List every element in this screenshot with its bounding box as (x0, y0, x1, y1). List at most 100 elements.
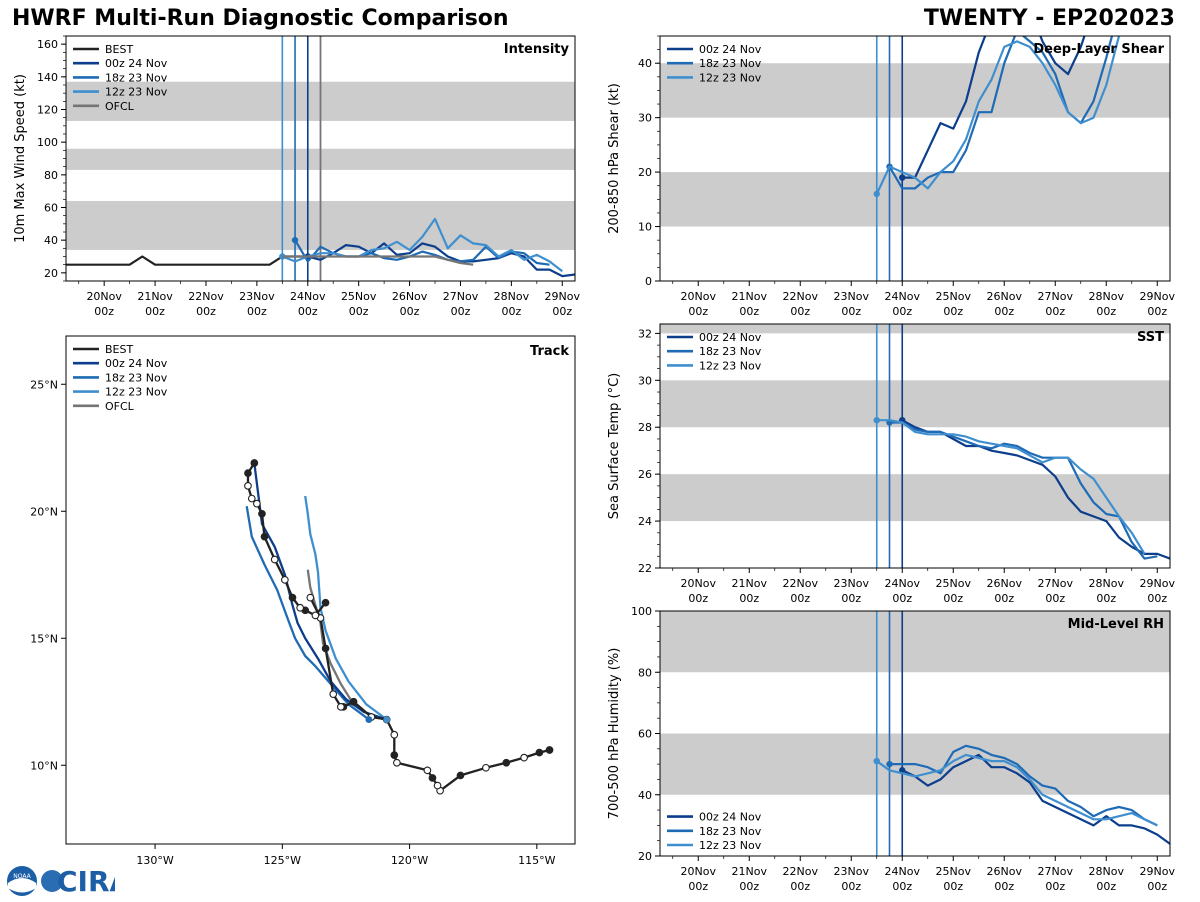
rh-xtick-hour: 00z (1096, 880, 1116, 893)
shear-xtick-hour: 00z (841, 305, 861, 318)
intensity-series-run12z23 (281, 217, 563, 273)
track-xtick-label: 125°W (264, 854, 301, 867)
shear-series-run00z24 (902, 36, 1086, 179)
intensity-panel-title: Intensity (504, 42, 570, 57)
intensity-xtick-hour: 00z (298, 305, 318, 318)
shear-xtick-date: 27Nov (1038, 290, 1074, 303)
sst-panel-title: SST (1137, 330, 1164, 345)
rh-init-marker-run18z23 (886, 760, 893, 768)
intensity-series-run00z24 (307, 242, 575, 278)
track-legend-label: 00z 24 Nov (105, 357, 168, 370)
rh-series-run12z23 (876, 753, 1158, 827)
sst-init-marker-run12z23 (873, 416, 880, 424)
intensity-ytick-label: 120 (37, 104, 58, 117)
track-best-point (390, 730, 399, 739)
shear-xtick-date: 20Nov (681, 290, 717, 303)
track-legend-label: BEST (105, 343, 133, 356)
intensity-ytick-label: 80 (44, 169, 58, 182)
intensity-ytick-label: 40 (44, 234, 58, 247)
panel-shear: 0 10 20 30 40 20Nov 00z 21Nov 00z 22Nov 00z 23Nov 00… (607, 35, 1175, 318)
track-ytick-label: 25°N (30, 378, 58, 391)
track-best-point (337, 702, 345, 711)
panel-track: 130°W 125°W 120°W 115°W 10°N 15°N 20°N 25°N Trac… (30, 335, 576, 867)
sst-band-2 (660, 324, 1170, 334)
track-line-run18z23 (245, 506, 370, 721)
intensity-ytick-label: 20 (44, 267, 58, 280)
shear-band-0 (660, 172, 1170, 227)
intensity-xtick-hour: 00z (501, 305, 521, 318)
intensity-xtick-hour: 00z (94, 305, 114, 318)
intensity-ytick-label: 140 (37, 71, 58, 84)
noaa-logo-text: NOAA (13, 873, 31, 880)
shear-xtick-hour: 00z (688, 305, 708, 318)
sst-ytick-label: 24 (638, 515, 652, 528)
intensity-init-marker-run18z23 (291, 236, 299, 244)
rh-ytick-label: 80 (638, 666, 652, 679)
shear-series-run12z23 (875, 36, 1121, 195)
intensity-xtick-hour: 00z (400, 305, 420, 318)
shear-ytick-label: 30 (638, 112, 652, 125)
sst-xtick-hour: 00z (1096, 592, 1116, 605)
sst-xtick-date: 22Nov (783, 577, 819, 590)
shear-xtick-hour: 00z (1096, 305, 1116, 318)
track-init-marker-run18z23 (365, 716, 373, 723)
intensity-legend-label: 18z 23 Nov (105, 71, 168, 84)
sst-series-run00z24 (901, 419, 1170, 560)
intensity-xtick-date: 26Nov (392, 290, 428, 303)
sst-ytick-label: 22 (638, 562, 652, 575)
sst-xtick-date: 26Nov (987, 577, 1023, 590)
track-best-point (244, 469, 252, 478)
shear-legend-label: 12z 23 Nov (699, 71, 762, 84)
track-best-point (502, 758, 511, 767)
rh-xtick-date: 27Nov (1038, 865, 1074, 878)
track-best-point (321, 598, 330, 607)
shear-xtick-hour: 00z (1045, 305, 1065, 318)
intensity-xtick-date: 24Nov (290, 290, 326, 303)
intensity-ytick-label: 60 (44, 202, 58, 215)
shear-xtick-date: 24Nov (885, 290, 921, 303)
shear-ylabel: 200-850 hPa Shear (kt) (607, 83, 622, 234)
intensity-legend-label: 12z 23 Nov (105, 86, 168, 99)
rh-series-run00z24 (901, 753, 1170, 845)
rh-xtick-hour: 00z (790, 880, 810, 893)
sst-ytick-label: 26 (638, 468, 652, 481)
shear-xtick-date: 21Nov (732, 290, 768, 303)
track-best-point (250, 459, 259, 467)
shear-xtick-date: 22Nov (783, 290, 819, 303)
intensity-legend-label: OFCL (105, 100, 135, 113)
sst-series-run18z23 (889, 421, 1158, 560)
sst-band-1 (660, 380, 1170, 428)
figure-title: HWRF Multi-Run Diagnostic Comparison (12, 6, 509, 31)
shear-init-marker-run00z24 (899, 174, 906, 181)
sst-ylabel: Sea Surface Temp (°C) (607, 373, 622, 520)
rh-xtick-date: 24Nov (885, 865, 921, 878)
intensity-xtick-date: 28Nov (494, 290, 530, 303)
track-best-point (270, 555, 279, 564)
cira-globe (41, 870, 63, 892)
shear-xtick-hour: 00z (790, 305, 810, 318)
sst-xtick-hour: 00z (790, 592, 810, 605)
shear-xtick-hour: 00z (739, 305, 759, 318)
rh-legend-label: 12z 23 Nov (699, 839, 762, 852)
intensity-xtick-hour: 00z (451, 305, 471, 318)
intensity-ytick-label: 100 (37, 136, 58, 149)
intensity-ylabel: 10m Max Wind Speed (kt) (13, 74, 28, 243)
intensity-ytick-label: 160 (37, 38, 58, 51)
shear-xtick-date: 23Nov (834, 290, 870, 303)
panel-intensity: 20 40 60 80 100 120 140 160 20Nov 00z 21Nov 00z 22No… (13, 35, 580, 318)
rh-xtick-hour: 00z (943, 880, 963, 893)
sst-xtick-date: 25Nov (936, 577, 972, 590)
rh-xtick-hour: 00z (841, 880, 861, 893)
intensity-xtick-date: 21Nov (137, 290, 173, 303)
noaa-logo-wave (8, 878, 36, 893)
track-best-point (253, 499, 261, 508)
track-legend-label: OFCL (105, 400, 135, 413)
rh-xtick-date: 26Nov (987, 865, 1023, 878)
rh-xtick-date: 20Nov (681, 865, 717, 878)
rh-xtick-date: 25Nov (936, 865, 972, 878)
sst-xtick-hour: 00z (994, 592, 1014, 605)
storm-id-title: TWENTY - EP202023 (923, 6, 1175, 31)
track-best-point (456, 771, 465, 780)
track-panel-title: Track (530, 344, 569, 359)
track-best-point (306, 593, 315, 602)
